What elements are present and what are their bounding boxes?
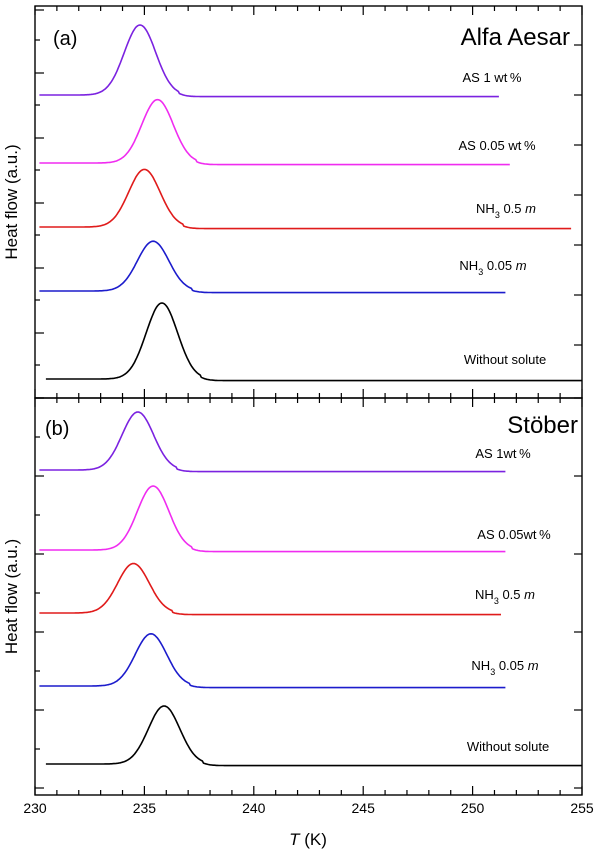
curve-without-solute xyxy=(45,302,582,382)
series-label: AS 1wt % xyxy=(475,446,531,461)
y-axis-label: Heat flow (a.u.) xyxy=(2,144,21,259)
curve-as-1wt- xyxy=(39,411,506,473)
plot-frame xyxy=(34,397,583,796)
series-label: AS 0.05wt % xyxy=(477,527,551,542)
panel-label: (b) xyxy=(45,418,69,440)
x-tick-label: 250 xyxy=(461,800,485,816)
series-label: AS 0.05 wt % xyxy=(458,138,535,153)
series-label: Without solute xyxy=(464,352,546,367)
series-label: AS 1 wt % xyxy=(463,70,522,85)
panel-title: Stöber xyxy=(507,412,578,439)
x-tick-label: 240 xyxy=(242,800,266,816)
x-axis-label: T (K) xyxy=(289,830,327,849)
panel-label: (a) xyxy=(53,28,77,50)
panel-title: Alfa Aesar xyxy=(461,24,570,51)
series-label: NH3 0.05 m xyxy=(459,258,526,277)
panel-a: (a) Alfa Aesar Heat flow (a.u.) AS 1 wt % AS… xyxy=(2,5,583,399)
curve-nh3-0-5-m xyxy=(39,562,501,616)
curve-as-1-wt- xyxy=(39,24,499,98)
curve-nh3-0-5-m xyxy=(39,168,572,230)
x-tick-label: 245 xyxy=(352,800,376,816)
series-label: Without solute xyxy=(467,739,549,754)
y-axis-label: Heat flow (a.u.) xyxy=(2,539,21,654)
curve-as-0-05wt- xyxy=(39,485,506,553)
series-label: NH3 0.05 m xyxy=(471,658,538,677)
x-tick-label: 230 xyxy=(23,800,47,816)
x-tick-label: 255 xyxy=(570,800,594,816)
series-label: NH3 0.5 m xyxy=(476,201,536,220)
curve-nh3-0-05-m xyxy=(39,240,506,294)
series-label: NH3 0.5 m xyxy=(475,587,535,606)
curve-nh3-0-05-m xyxy=(39,633,506,689)
x-tick-label: 235 xyxy=(133,800,157,816)
curve-as-0-05-wt- xyxy=(39,98,510,166)
panel-b: (b) Stöber Heat flow (a.u.) AS 1wt % AS 0.05… xyxy=(2,397,594,849)
curve-without-solute xyxy=(45,705,582,767)
